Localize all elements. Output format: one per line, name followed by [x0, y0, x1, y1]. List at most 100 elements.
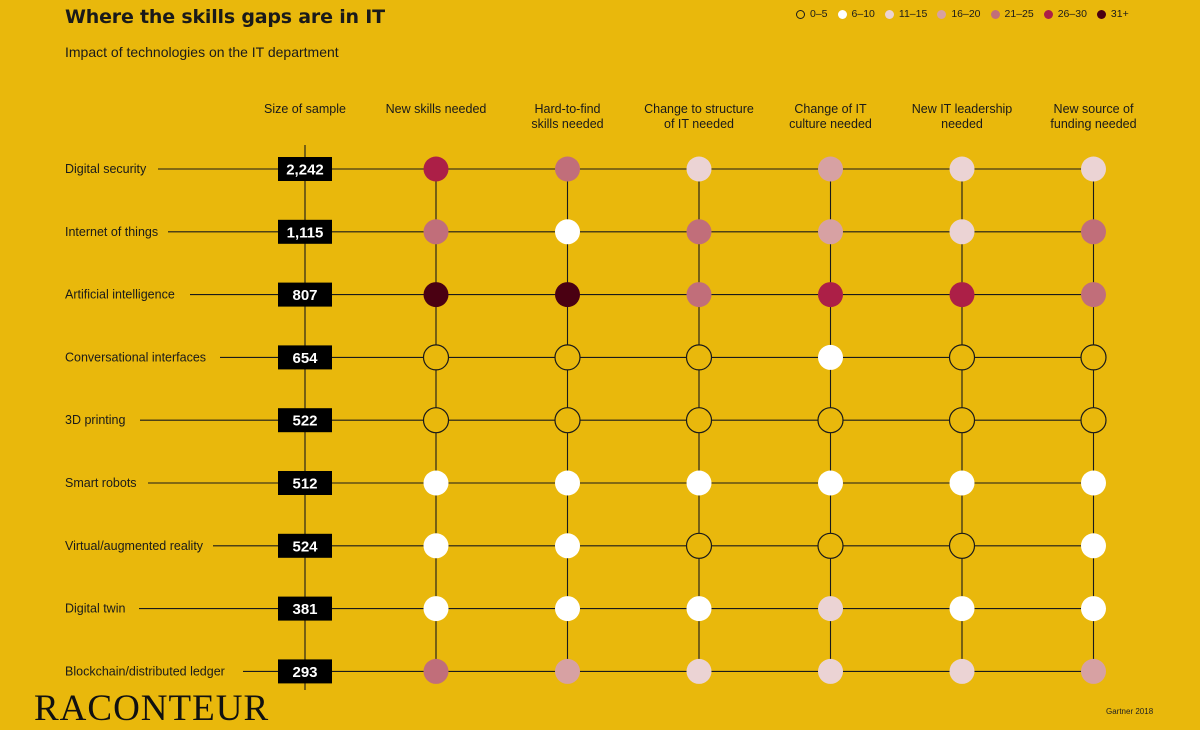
row-label: Digital security — [65, 162, 147, 176]
data-dot — [949, 219, 975, 245]
sample-value: 654 — [292, 350, 318, 367]
sample-value: 1,115 — [287, 224, 324, 241]
data-dot — [686, 156, 712, 182]
data-dot — [1081, 533, 1106, 559]
legend-item: 11–15 — [884, 8, 928, 20]
column-header-line: of IT needed — [664, 117, 734, 131]
raconteur-logo: RACONTEUR — [34, 688, 270, 729]
row-label: Conversational interfaces — [65, 350, 206, 364]
sample-value: 381 — [292, 601, 317, 618]
legend-label: 31+ — [1110, 8, 1129, 20]
data-dot — [818, 470, 843, 496]
data-dot — [423, 156, 449, 182]
column-header-line: Change of IT — [794, 102, 867, 116]
legend-label: 11–15 — [898, 8, 928, 20]
data-dot — [948, 532, 976, 559]
sample-box — [278, 471, 332, 495]
data-dot — [423, 658, 449, 684]
legend-item: 6–10 — [837, 8, 875, 20]
data-dot — [555, 156, 580, 182]
row-label: Artificial intelligence — [65, 288, 175, 302]
column-header: New source of funding needed — [1050, 102, 1136, 131]
data-dot — [685, 407, 713, 434]
data-dot — [422, 344, 450, 371]
sample-box — [278, 408, 332, 433]
sample-box — [278, 345, 332, 370]
data-dot — [949, 596, 975, 622]
sample-box — [278, 533, 332, 558]
legend-swatch — [1096, 9, 1106, 19]
column-header-line: Change to structure — [644, 102, 754, 116]
column-header-line: New source of — [1054, 102, 1134, 116]
data-dot — [423, 282, 449, 308]
data-dot — [818, 658, 843, 684]
row-label: 3D printing — [65, 413, 125, 427]
data-dot — [423, 596, 449, 622]
data-dot — [1081, 596, 1106, 622]
legend-swatch — [990, 9, 1000, 19]
column-header-line: New IT leadership — [912, 102, 1013, 116]
data-dot — [685, 344, 713, 371]
row-label: Blockchain/distributed ledger — [65, 664, 225, 678]
sample-box — [278, 219, 332, 244]
legend-label: 0–5 — [810, 8, 828, 20]
data-dot — [1081, 219, 1106, 245]
data-dot — [817, 407, 844, 434]
data-dot — [555, 533, 580, 559]
column-header: New IT leadership needed — [912, 102, 1013, 131]
data-dot — [1081, 282, 1106, 308]
data-dot — [555, 596, 580, 622]
sample-value: 522 — [292, 413, 317, 430]
legend-item: 21–25 — [990, 8, 1034, 20]
legend-label: 6–10 — [851, 8, 875, 20]
data-dot — [554, 344, 581, 371]
data-dot — [555, 282, 580, 308]
column-header-line: culture needed — [789, 117, 872, 131]
legend: 0–5 6–10 11–15 16–20 21–25 26–30 31+ — [796, 8, 1129, 20]
data-dot — [423, 470, 449, 496]
data-dot — [949, 156, 975, 182]
source-note: Gartner 2018 — [1106, 707, 1154, 716]
data-dot — [948, 344, 976, 371]
chart-subtitle: Impact of technologies on the IT departm… — [65, 44, 339, 60]
legend-swatch — [937, 9, 947, 19]
data-dot — [1081, 156, 1106, 182]
legend-swatch — [837, 9, 847, 19]
sample-value: 524 — [292, 538, 318, 555]
sample-box — [278, 282, 332, 307]
row-label: Internet of things — [65, 225, 158, 239]
data-dot — [423, 219, 449, 245]
sample-box — [278, 659, 332, 684]
data-dot — [818, 156, 843, 182]
column-header: Change to structure of IT needed — [644, 102, 754, 131]
sample-value: 2,242 — [286, 162, 324, 179]
legend-item: 31+ — [1096, 8, 1129, 20]
data-dot — [818, 282, 843, 308]
data-dot — [555, 658, 580, 684]
data-dot — [1081, 470, 1106, 496]
data-dot — [1080, 344, 1107, 371]
data-dot — [423, 533, 449, 559]
data-dot — [949, 282, 975, 308]
data-dot — [686, 596, 712, 622]
column-header-line: funding needed — [1050, 117, 1136, 131]
row-label: Virtual/augmented reality — [65, 539, 204, 553]
legend-swatch — [796, 9, 805, 19]
data-dot — [817, 532, 844, 559]
legend-label: 16–20 — [951, 8, 981, 20]
data-dot — [818, 219, 843, 245]
data-dot — [686, 219, 712, 245]
column-header: Hard-to-find skills needed — [531, 102, 603, 131]
data-dot — [686, 470, 712, 496]
data-dot — [422, 407, 450, 434]
data-dot — [949, 658, 975, 684]
data-dot — [555, 470, 580, 496]
sample-value: 293 — [292, 664, 317, 681]
legend-swatch — [884, 9, 894, 19]
legend-label: 21–25 — [1004, 8, 1034, 20]
sample-box — [278, 596, 332, 621]
sample-value: 512 — [292, 476, 317, 493]
row-label: Smart robots — [65, 476, 137, 490]
column-header-line: Hard-to-find — [535, 102, 601, 116]
